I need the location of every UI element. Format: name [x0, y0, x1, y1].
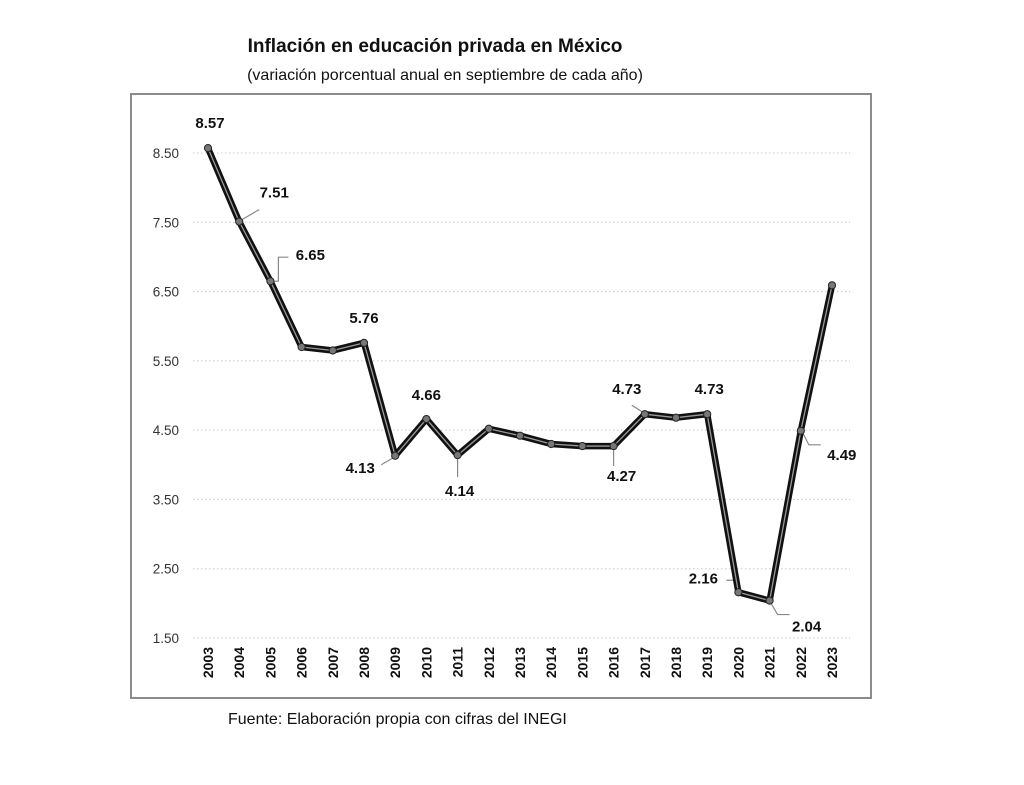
data-label: 4.49	[827, 447, 856, 464]
x-tick-label: 2012	[481, 647, 497, 678]
data-point	[391, 451, 400, 460]
x-tick-label: 2020	[730, 647, 746, 678]
x-tick-label: 2007	[325, 647, 341, 678]
data-label: 4.27	[607, 468, 636, 485]
y-tick-label: 3.50	[153, 492, 179, 507]
x-tick-label: 2008	[356, 647, 372, 678]
data-label-leader	[239, 209, 260, 222]
chart-subtitle: (variación porcentual anual en septiembr…	[247, 67, 643, 84]
data-point	[796, 426, 805, 435]
x-tick-label: 2011	[450, 647, 466, 678]
data-label: 4.13	[346, 460, 375, 477]
data-label: 4.14	[445, 483, 475, 500]
x-tick-label: 2006	[294, 647, 310, 678]
data-label: 6.65	[296, 247, 325, 264]
data-point	[765, 596, 774, 605]
data-point	[359, 338, 369, 347]
y-tick-label: 7.50	[153, 215, 179, 230]
data-label: 4.66	[412, 387, 441, 404]
x-tick-label: 2010	[418, 647, 434, 678]
data-point	[203, 144, 213, 153]
data-label-leader	[271, 256, 289, 282]
x-tick-label: 2021	[762, 647, 778, 678]
data-point	[328, 346, 337, 355]
data-label-leader	[802, 432, 821, 446]
data-label: 6.59	[880, 0, 909, 4]
x-tick-label: 2005	[262, 647, 278, 678]
x-tick-label: 2016	[606, 647, 622, 678]
y-tick-label: 2.50	[153, 562, 179, 577]
y-tick-label: 6.50	[153, 285, 179, 300]
data-point	[266, 277, 275, 286]
data-label: 8.57	[195, 115, 224, 132]
data-label: 2.04	[792, 619, 822, 636]
x-tick-label: 2017	[637, 647, 653, 678]
data-point	[547, 439, 556, 449]
series-line	[204, 144, 836, 604]
data-point	[640, 410, 649, 419]
x-tick-label: 2013	[512, 647, 528, 678]
series-line-highlight	[207, 147, 833, 602]
y-tick-label: 4.50	[153, 423, 179, 438]
data-point	[235, 217, 244, 226]
x-tick-label: 2018	[668, 647, 684, 678]
data-point	[827, 281, 837, 290]
data-point	[484, 424, 493, 433]
x-tick-label: 2014	[543, 647, 559, 678]
data-label: 5.76	[349, 310, 378, 327]
data-point	[515, 431, 525, 440]
data-point	[734, 588, 743, 597]
data-point	[703, 410, 712, 419]
data-point	[453, 450, 462, 460]
x-tick-label: 2009	[387, 647, 403, 678]
data-label-leader	[770, 602, 790, 616]
y-tick-label: 1.50	[153, 631, 179, 646]
y-tick-label: 8.50	[153, 146, 179, 161]
data-label: 4.73	[612, 381, 641, 398]
x-tick-label: 2023	[824, 647, 840, 678]
x-tick-label: 2019	[699, 647, 715, 678]
chart-source: Fuente: Elaboración propia con cifras de…	[228, 711, 567, 728]
x-tick-label: 2003	[200, 647, 216, 678]
x-tick-label: 2015	[574, 647, 590, 678]
data-point	[671, 413, 681, 422]
data-label: 4.73	[695, 381, 724, 398]
x-tick-label: 2022	[793, 647, 809, 678]
data-point	[422, 414, 431, 424]
data-label-leader	[631, 404, 644, 413]
data-point	[578, 441, 587, 451]
data-label-leader	[380, 457, 394, 466]
data-label: 7.51	[260, 185, 289, 202]
y-tick-label: 5.50	[153, 354, 179, 369]
x-tick-label: 2004	[231, 647, 247, 678]
data-label: 2.16	[689, 570, 718, 587]
data-point	[297, 342, 306, 352]
chart-title: Inflación en educación privada en México	[247, 36, 623, 57]
data-point	[609, 441, 618, 451]
